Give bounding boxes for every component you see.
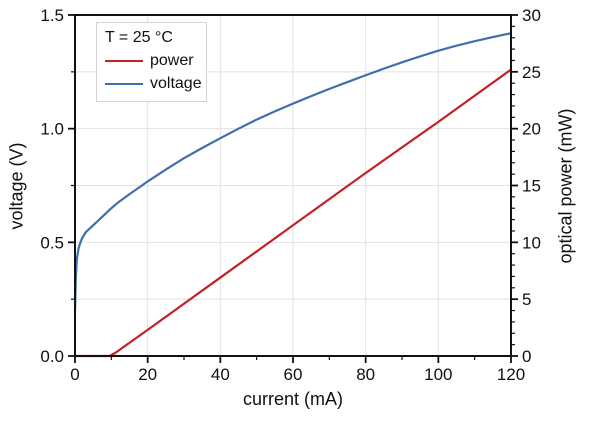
legend-title: T = 25 °C bbox=[105, 29, 173, 46]
axis-ticks bbox=[68, 14, 518, 363]
y-right-tick-label: 25 bbox=[522, 63, 541, 82]
power-line-swatch bbox=[105, 59, 143, 62]
legend: T = 25 °C power voltage bbox=[96, 22, 207, 102]
legend-label-voltage: voltage bbox=[150, 75, 202, 92]
x-tick-label: 100 bbox=[424, 365, 452, 384]
y-left-tick-label: 0.0 bbox=[40, 347, 64, 366]
x-tick-label: 80 bbox=[356, 365, 375, 384]
x-tick-label: 60 bbox=[284, 365, 303, 384]
y-right-tick-label: 15 bbox=[522, 177, 541, 196]
y-right-tick-label: 30 bbox=[522, 6, 541, 25]
gridlines bbox=[75, 15, 511, 356]
legend-item-voltage: voltage bbox=[105, 72, 202, 95]
x-tick-label: 120 bbox=[497, 365, 525, 384]
voltage-line-swatch bbox=[105, 82, 143, 85]
y-right-axis-title: optical power (mW) bbox=[555, 108, 576, 264]
legend-label-power: power bbox=[150, 52, 194, 69]
y-right-tick-label: 0 bbox=[522, 347, 531, 366]
y-left-tick-label: 1.5 bbox=[40, 6, 64, 25]
x-tick-label: 20 bbox=[138, 365, 157, 384]
x-tick-label: 0 bbox=[70, 365, 79, 384]
legend-item-power: power bbox=[105, 49, 198, 72]
x-tick-label: 40 bbox=[211, 365, 230, 384]
y-left-tick-label: 0.5 bbox=[40, 233, 64, 252]
y-right-tick-label: 10 bbox=[522, 233, 541, 252]
y-left-tick-label: 1.0 bbox=[40, 120, 64, 139]
y-left-axis-title: voltage (V) bbox=[6, 142, 27, 230]
voltage-line bbox=[73, 32, 513, 312]
tick-labels: 0 20 40 60 80 100 120 0.0 0.5 1.0 1.5 0 5 10 15 20 25 30 bbox=[40, 6, 541, 384]
y-right-tick-label: 20 bbox=[522, 120, 541, 139]
x-axis-title: current (mA) bbox=[242, 389, 343, 409]
y-right-tick-label: 5 bbox=[522, 290, 531, 309]
